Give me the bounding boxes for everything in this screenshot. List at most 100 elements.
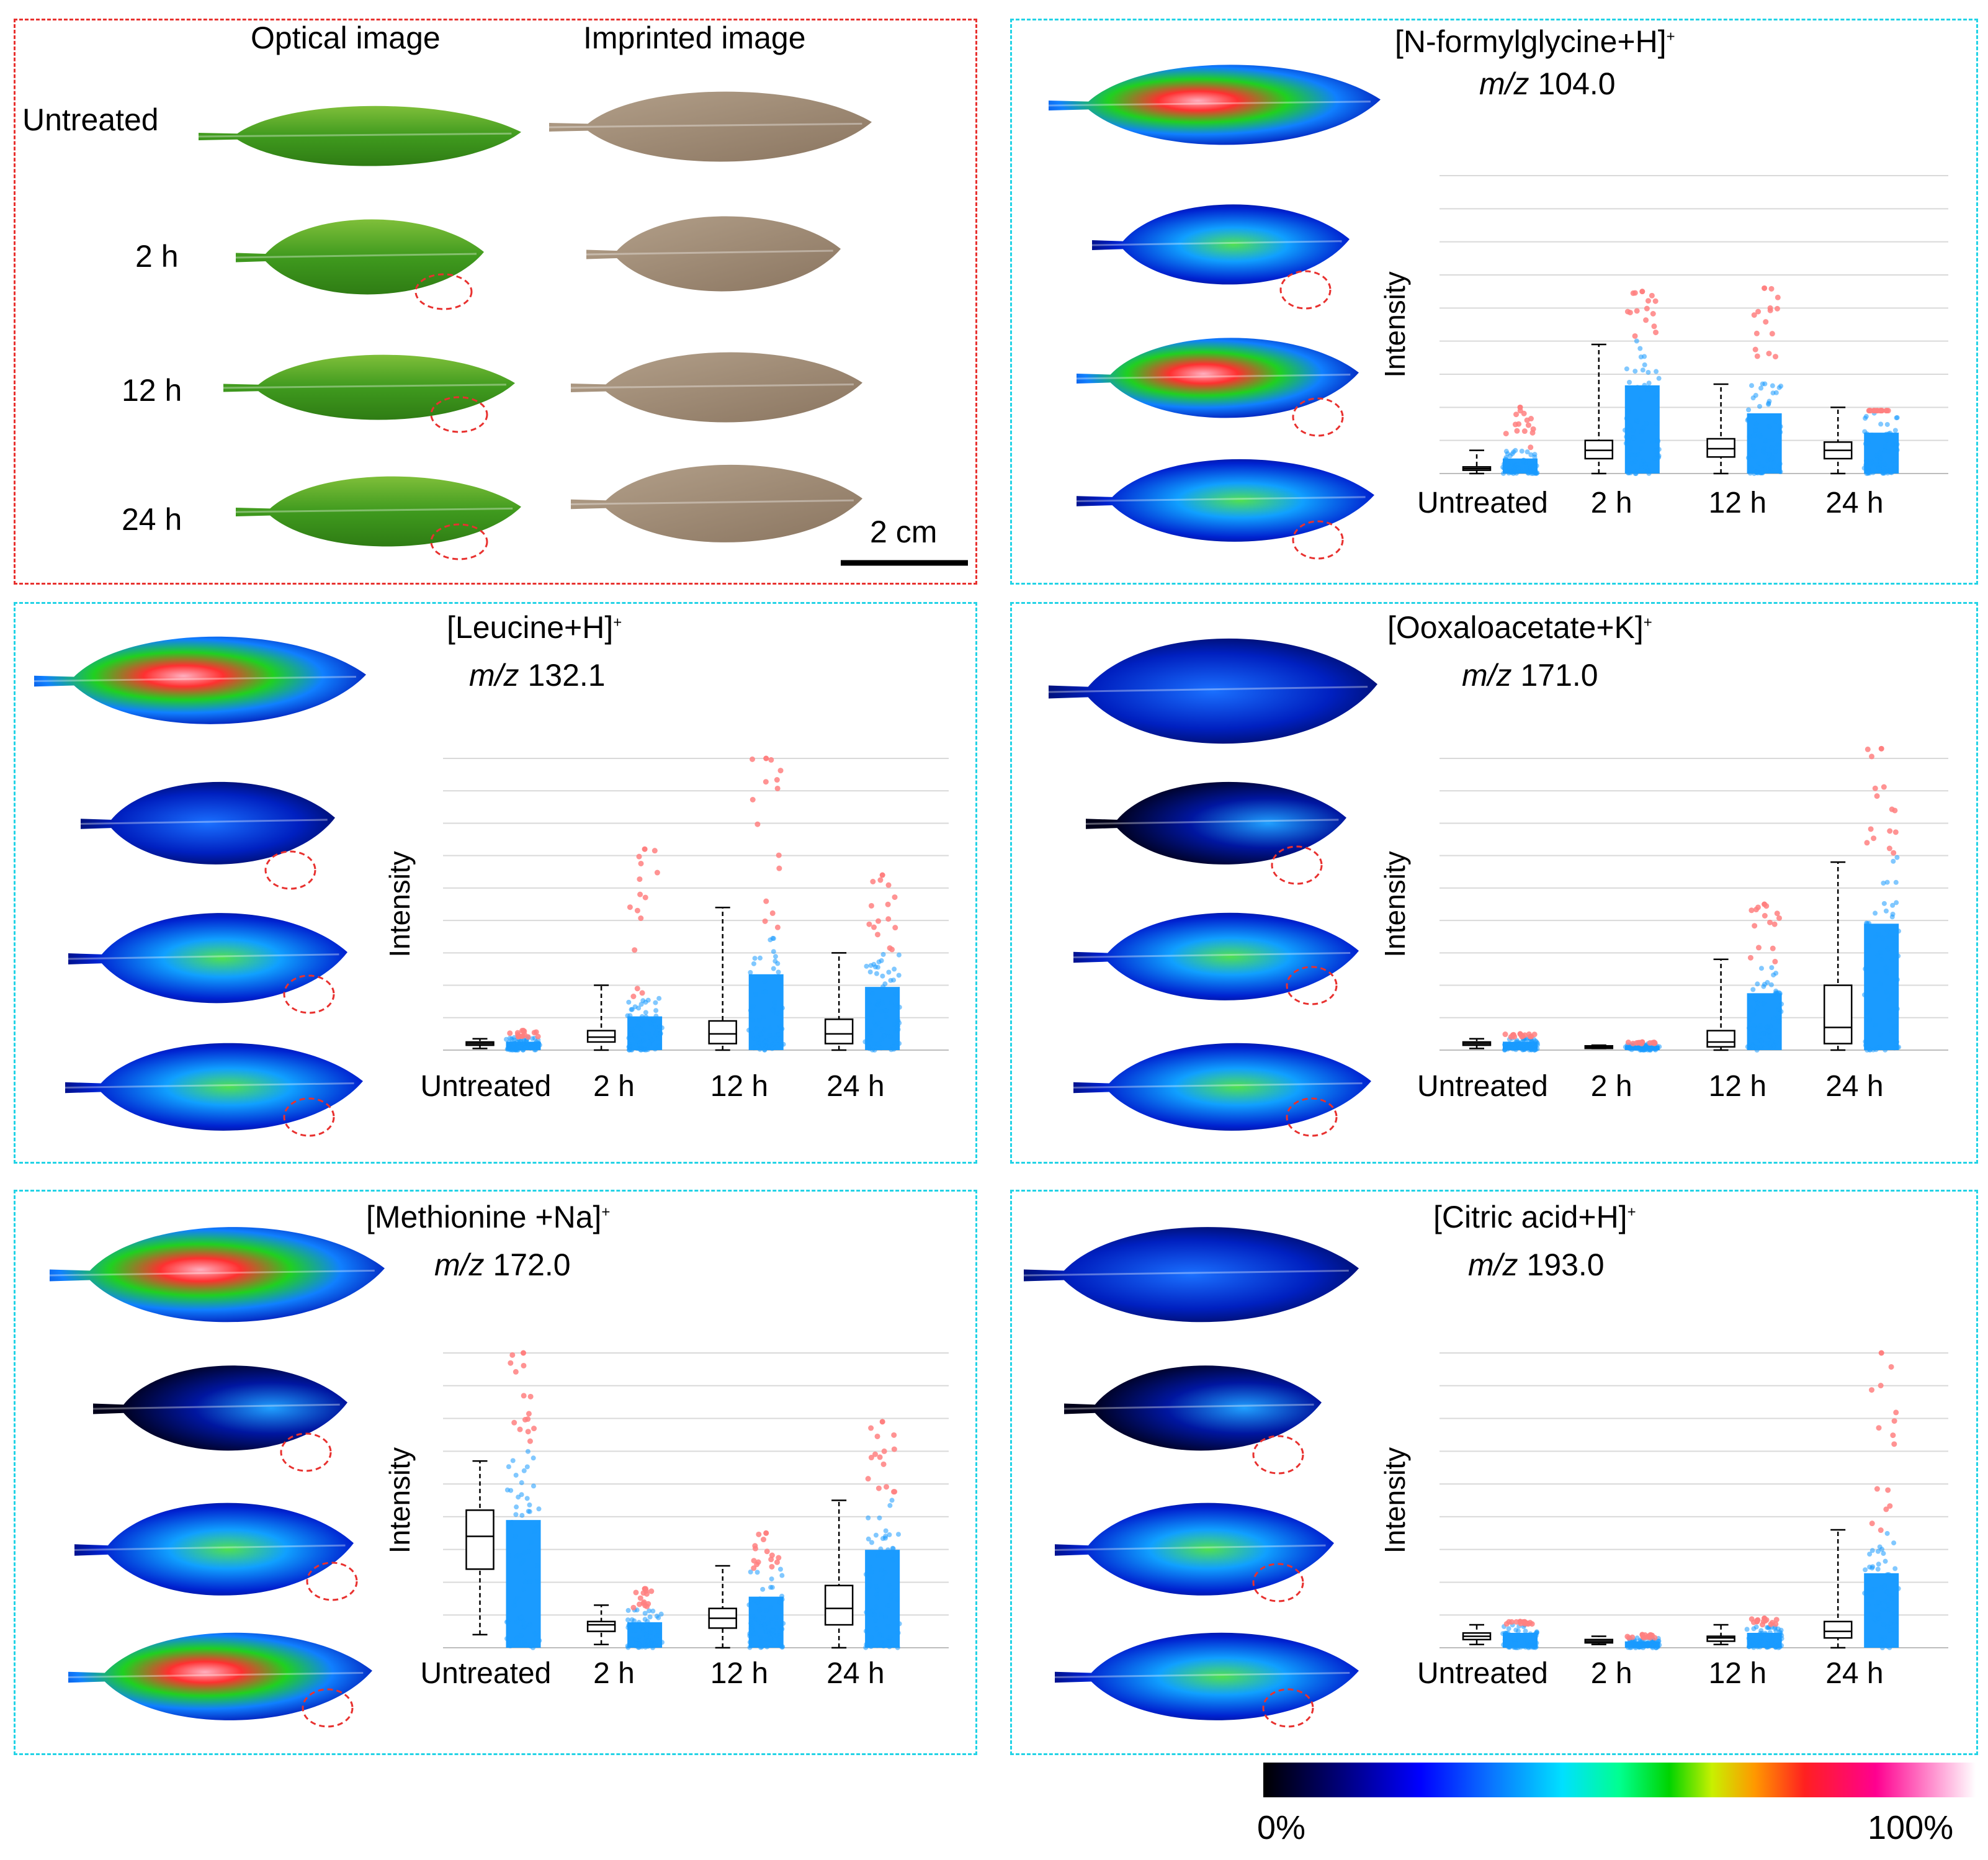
- x-tick-label: 12 h: [1709, 1657, 1766, 1690]
- outlier-point: [1874, 408, 1880, 414]
- scatter-point: [1628, 423, 1634, 429]
- scatter-point: [763, 1040, 769, 1045]
- intensity-colorbar: [1263, 1763, 1976, 1797]
- panel-citric-acid: [1010, 1190, 1978, 1755]
- leaf-midrib: [49, 1269, 375, 1277]
- scatter-point: [776, 1032, 781, 1038]
- scatter-point: [1654, 451, 1660, 457]
- scatter-point: [769, 1576, 774, 1582]
- scatter-point: [1646, 380, 1652, 386]
- leaf-midrib: [1076, 496, 1366, 502]
- scatter-point: [531, 1455, 536, 1461]
- panel-methionine: [14, 1190, 977, 1755]
- scatter-point: [897, 1041, 902, 1046]
- scatter-point: [518, 1633, 524, 1638]
- scatter-point: [1870, 1564, 1876, 1570]
- scatter-point: [772, 974, 778, 979]
- scatter-point: [1770, 467, 1776, 473]
- panel-n-formylglycine: [1010, 19, 1978, 585]
- scatter-point: [509, 1047, 515, 1053]
- optical-leaf: [223, 354, 515, 420]
- scatter-point: [1766, 402, 1771, 407]
- scatter-point: [883, 1528, 889, 1534]
- scatter-point: [1875, 1612, 1881, 1617]
- scatter-point: [1628, 445, 1634, 451]
- scatter-point: [1630, 428, 1636, 433]
- scatter-point: [1877, 1544, 1883, 1550]
- scatter-point: [875, 1020, 881, 1026]
- scatter-point: [1880, 1640, 1886, 1646]
- leaf-midrib: [1023, 1269, 1349, 1277]
- lesion-marker: [306, 1561, 358, 1601]
- outlier-point: [1627, 310, 1633, 316]
- leaf-blade: [74, 1503, 354, 1596]
- outlier-point: [1653, 330, 1659, 336]
- scatter-point: [1874, 1045, 1880, 1050]
- outlier-point: [1502, 1031, 1508, 1038]
- scatter-point: [1866, 943, 1871, 949]
- scatter-point: [506, 1464, 511, 1470]
- outlier-point: [633, 1589, 639, 1596]
- max-point: [1762, 1615, 1768, 1621]
- scatter-point: [1777, 991, 1783, 996]
- scatter-point: [763, 1608, 769, 1614]
- scatter-point: [1773, 1039, 1779, 1045]
- scatter-point: [522, 1569, 528, 1575]
- scatter-point: [1632, 470, 1638, 476]
- scatter-point: [504, 1636, 509, 1642]
- outlier-point: [1773, 1617, 1780, 1623]
- scatter-point: [1752, 454, 1758, 459]
- scatter-point: [1778, 469, 1783, 475]
- scatter-point: [1882, 448, 1887, 454]
- scatter-point: [748, 1569, 753, 1575]
- outlier-point: [1878, 1383, 1884, 1389]
- leaf-blade: [1077, 459, 1374, 542]
- outlier-point: [1649, 292, 1655, 299]
- x-tick-label: Untreated: [1417, 1070, 1548, 1103]
- scatter-point: [522, 1579, 528, 1585]
- outlier-point: [1531, 1031, 1538, 1038]
- scatter-point: [897, 1621, 902, 1627]
- outlier-point: [1650, 310, 1656, 317]
- lesion-marker: [1279, 270, 1332, 310]
- max-point: [1762, 901, 1768, 907]
- outlier-point: [521, 1393, 527, 1399]
- outlier-point: [750, 756, 756, 762]
- scatter-point: [875, 1595, 880, 1601]
- scatter-point: [751, 961, 756, 966]
- scatter-point: [1773, 449, 1778, 454]
- leaf-blade: [549, 91, 872, 162]
- scatter-point: [1765, 457, 1770, 463]
- scatter-point: [653, 1024, 658, 1030]
- leaf-blade: [571, 352, 862, 423]
- leaf-blade: [34, 636, 366, 724]
- scatter-point: [1885, 946, 1891, 952]
- outlier-point: [870, 878, 876, 884]
- scatter-point: [776, 969, 781, 975]
- outlier-point: [1755, 308, 1762, 315]
- scatter-point: [1883, 461, 1888, 467]
- scatter-point: [1883, 908, 1889, 914]
- leaf-midrib: [74, 1544, 346, 1551]
- scatter-point: [1879, 935, 1885, 941]
- scatter-point: [888, 1596, 893, 1601]
- scatter-dense-core: [865, 1550, 900, 1648]
- scatter-point: [870, 991, 875, 997]
- leaf-midrib: [1048, 686, 1368, 693]
- scatter-point: [757, 1607, 763, 1613]
- scatter-point: [1503, 1631, 1509, 1637]
- leaf-midrib: [586, 249, 833, 256]
- scatter-point: [535, 1042, 541, 1048]
- scatter-point: [760, 1586, 766, 1592]
- ms-image-leaf: [1073, 1043, 1371, 1131]
- scatter-point: [640, 998, 646, 1004]
- scatter-point: [642, 1611, 648, 1616]
- outlier-point: [533, 1029, 539, 1035]
- scatter-point: [532, 1047, 537, 1053]
- scatter-point: [1886, 933, 1891, 939]
- scatter-point: [1890, 902, 1896, 908]
- leaf-midrib: [235, 253, 477, 259]
- scatter-point: [876, 959, 882, 964]
- scatter-point: [1863, 966, 1868, 972]
- outlier-point: [774, 785, 781, 791]
